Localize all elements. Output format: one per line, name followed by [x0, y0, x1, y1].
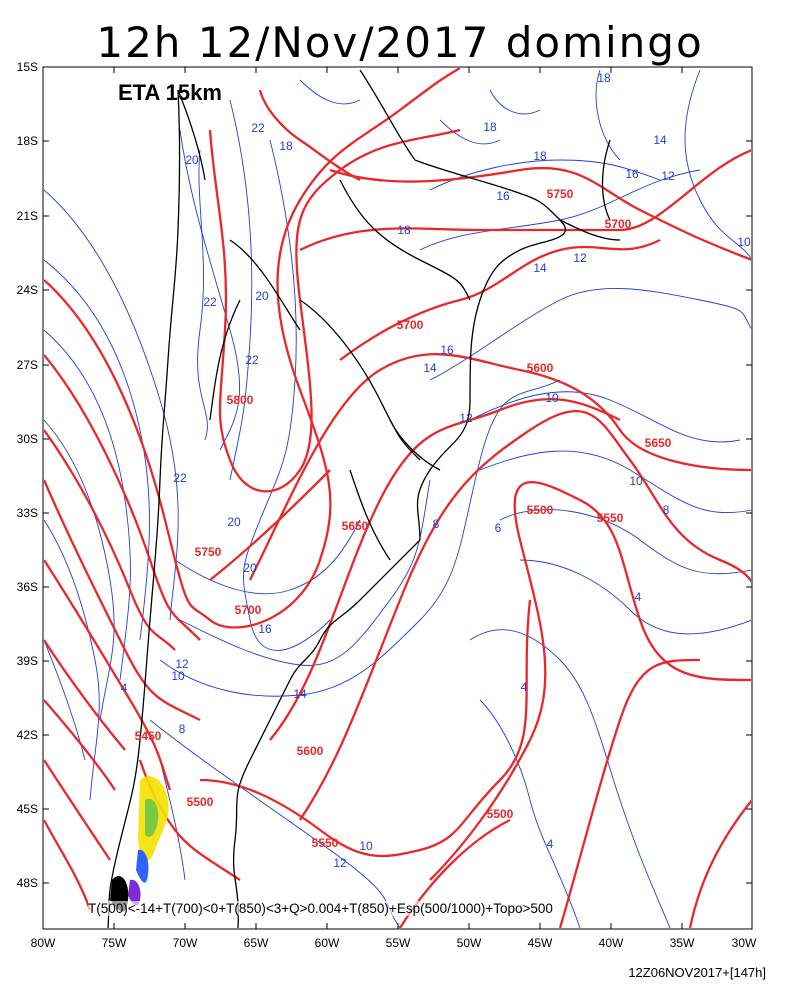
- lat-label: 18S: [17, 134, 38, 148]
- temperature-label: 10: [359, 839, 373, 853]
- temperature-label: 18: [597, 71, 611, 85]
- lon-label: 60W: [315, 936, 340, 950]
- thickness-label: 5450: [135, 729, 162, 743]
- lat-label: 48S: [17, 876, 38, 890]
- lon-label: 30W: [732, 936, 757, 950]
- temperature-label: 12: [661, 169, 675, 183]
- temperature-label: 20: [185, 153, 199, 167]
- lon-label: 40W: [599, 936, 624, 950]
- formula-caption: T(500)<-14+T(700)<0+T(850)<3+Q>0.004+T(8…: [88, 901, 553, 916]
- lon-ticks: [42, 67, 753, 929]
- temperature-label: 10: [171, 669, 185, 683]
- thickness-label: 5650: [342, 519, 369, 533]
- temperature-label: 4: [121, 681, 128, 695]
- temperature-label: 12: [573, 251, 587, 265]
- temperature-label: 8: [663, 503, 670, 517]
- temperature-label: 18: [533, 149, 547, 163]
- temperature-label: 22: [251, 121, 265, 135]
- temperature-label: 16: [496, 189, 510, 203]
- thickness-label: 5700: [235, 603, 262, 617]
- temperature-label: 14: [423, 361, 437, 375]
- thickness-label: 5600: [527, 361, 554, 375]
- temperature-label: 16: [625, 167, 639, 181]
- temperature-label: 20: [227, 515, 241, 529]
- thickness-label: 5700: [397, 318, 424, 332]
- thickness-label: 5500: [187, 795, 214, 809]
- lat-label: 21S: [17, 209, 38, 223]
- temperature-label: 8: [179, 722, 186, 736]
- thickness-label: 5800: [227, 393, 254, 407]
- temperature-label: 22: [245, 353, 259, 367]
- temperature-label: 14: [293, 687, 307, 701]
- precip-blob: [110, 776, 169, 912]
- model-label: ETA 15km: [118, 80, 222, 105]
- temperature-label: 16: [440, 343, 454, 357]
- lat-label: 36S: [17, 580, 38, 594]
- temperature-label: 22: [203, 295, 217, 309]
- thickness-label: 5550: [312, 836, 339, 850]
- temperature-label: 10: [629, 474, 643, 488]
- temperature-label: 20: [255, 289, 269, 303]
- lon-label: 55W: [386, 936, 411, 950]
- temperature-label: 18: [397, 223, 411, 237]
- temperature-label: 12: [459, 411, 473, 425]
- map-title: 12h 12/Nov/2017 domingo: [96, 18, 704, 67]
- thickness-label: 5750: [547, 187, 574, 201]
- temperature-label: 14: [653, 133, 667, 147]
- temperature-label: 8: [433, 517, 440, 531]
- coastlines: [107, 69, 621, 928]
- run-info: 12Z06NOV2017+[147h]: [628, 965, 766, 980]
- lat-label: 45S: [17, 802, 38, 816]
- lon-label: 35W: [670, 936, 695, 950]
- temperature-label: 16: [258, 622, 272, 636]
- temperature-label: 18: [279, 139, 293, 153]
- lon-label: 75W: [102, 936, 127, 950]
- temperature-label: 12: [333, 856, 347, 870]
- lat-label: 24S: [17, 283, 38, 297]
- thickness-label: 5700: [605, 217, 632, 231]
- thickness-label: 5650: [645, 436, 672, 450]
- lon-label: 50W: [457, 936, 482, 950]
- temperature-label: 18: [483, 120, 497, 134]
- lon-label: 65W: [244, 936, 269, 950]
- lat-label: 39S: [17, 654, 38, 668]
- thickness-labels: 5750 5700 5700 5800 5600 5650 5500 5550 …: [135, 187, 672, 850]
- temperature-label: 10: [545, 391, 559, 405]
- lat-ticks: [43, 66, 752, 884]
- temperature-label: 4: [521, 680, 528, 694]
- thickness-label: 5500: [487, 807, 514, 821]
- temperature-label: 12: [175, 657, 189, 671]
- lon-label: 45W: [528, 936, 553, 950]
- lon-label: 70W: [173, 936, 198, 950]
- lat-label: 42S: [17, 728, 38, 742]
- temperature-label: 22: [173, 471, 187, 485]
- thickness-label: 5600: [297, 744, 324, 758]
- temperature-label: 20: [243, 561, 257, 575]
- temperature-label: 6: [495, 521, 502, 535]
- lat-label: 30S: [17, 432, 38, 446]
- temperature-label: 4: [635, 590, 642, 604]
- temperature-label: 14: [533, 261, 547, 275]
- thickness-contours: [44, 68, 751, 928]
- lat-label: 33S: [17, 506, 38, 520]
- lon-labels: 80W 75W 70W 65W 60W 55W 50W 45W 40W 35W …: [31, 936, 757, 950]
- lat-labels: 15S 18S 21S 24S 27S 30S 33S 36S 39S 42S …: [17, 60, 38, 890]
- thickness-label: 5500: [527, 503, 554, 517]
- lat-label: 15S: [17, 60, 38, 74]
- lon-label: 80W: [31, 936, 56, 950]
- thickness-label: 5550: [597, 511, 624, 525]
- temperature-label: 4: [547, 837, 554, 851]
- temperature-labels: 18 18 18 14 16 12 10 16 18 14 12 16 14 1…: [121, 71, 751, 870]
- thickness-label: 5750: [195, 545, 222, 559]
- lat-label: 27S: [17, 358, 38, 372]
- temperature-label: 10: [737, 235, 751, 249]
